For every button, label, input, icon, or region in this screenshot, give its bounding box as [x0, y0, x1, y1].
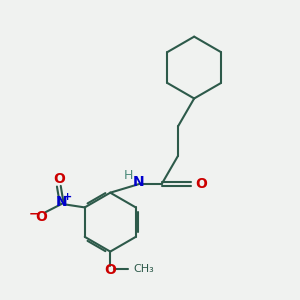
Text: N: N	[132, 176, 144, 189]
Text: O: O	[53, 172, 65, 186]
Text: +: +	[62, 192, 72, 203]
Text: O: O	[104, 263, 116, 277]
Text: CH₃: CH₃	[133, 264, 154, 274]
Text: H: H	[124, 169, 133, 182]
Text: −: −	[29, 208, 40, 221]
Text: O: O	[35, 210, 47, 224]
Text: N: N	[56, 195, 68, 209]
Text: O: O	[195, 177, 207, 191]
